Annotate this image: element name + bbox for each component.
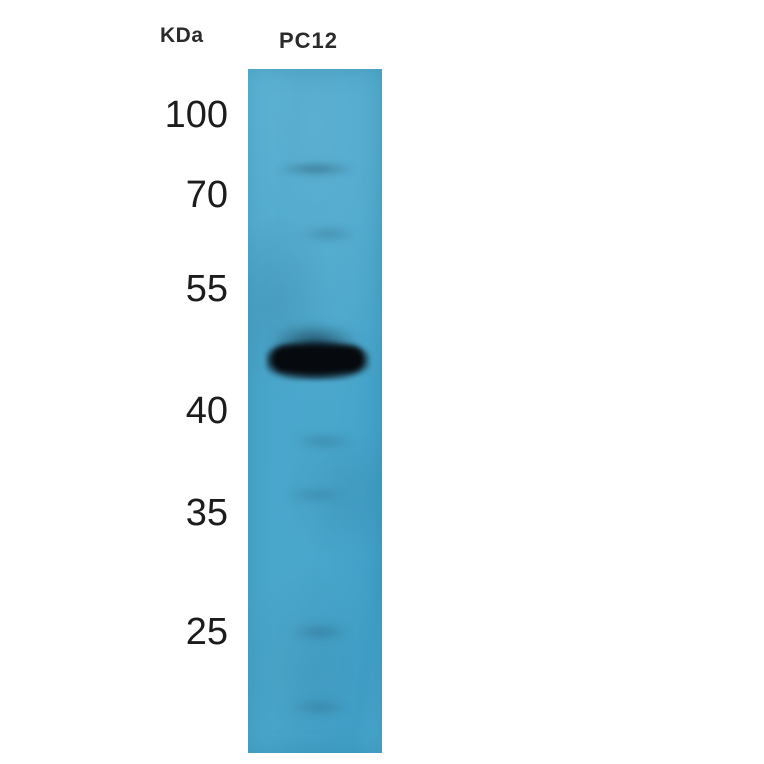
molecular-weight-ladder: 100 70 55 40 35 25 (120, 0, 228, 764)
lane-label-pc12: PC12 (279, 28, 339, 53)
marker-label-70: 70 (185, 174, 228, 216)
band-faint-upper-1 (260, 158, 372, 180)
band-faint-lower-3 (278, 619, 362, 645)
marker-label-40: 40 (185, 390, 228, 432)
band-faint-lower-1 (278, 430, 364, 452)
kda-units-label: KDa (160, 24, 204, 47)
band-main-halo (262, 313, 372, 359)
marker-label-100: 100 (164, 94, 228, 136)
band-main (266, 340, 370, 380)
blot-lane-pc12 (248, 69, 382, 753)
band-faint-lower-4 (276, 695, 362, 719)
marker-label-25: 25 (185, 611, 228, 653)
band-faint-lower-2 (274, 485, 356, 505)
band-main-core (272, 346, 364, 372)
marker-label-55: 55 (185, 268, 228, 310)
marker-label-35: 35 (185, 492, 228, 534)
band-faint-upper-2 (282, 224, 366, 244)
